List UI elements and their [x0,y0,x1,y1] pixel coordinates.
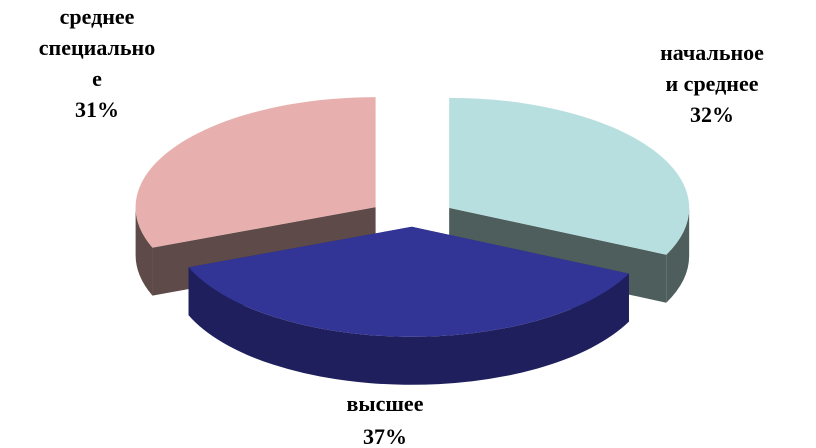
slice-nachalnoe-outer-wall-0 [666,207,690,303]
slice-name-line: специально [39,35,155,60]
slice-nachalnoe-label: начальное и среднее 32% [660,40,764,127]
slice-name-line: начальное [660,40,764,65]
slice-tops [135,97,690,337]
slice-name-line: высшее [347,391,424,416]
slice-labels: начальное и среднее 32% высшее 37% среднее спе… [39,4,764,448]
slice-value-label: 37% [363,424,407,448]
slice-vysshee-label: высшее 37% [347,391,424,448]
slice-srednee-spec-outer-wall-0 [135,207,153,296]
slice-value-label: 31% [75,97,119,122]
slice-name-line: среднее [60,4,135,29]
slice-vysshee-outer-wall-0 [188,267,629,385]
slice-name-line: е [92,66,102,91]
slice-value-label: 32% [690,102,734,127]
slice-name-line: и среднее [666,71,759,96]
slice-srednee-spec-label: среднее специально е 31% [39,4,155,122]
slice-vysshee-top [188,226,629,337]
slice-nachalnoe-top [449,97,690,255]
slice-srednee-spec-top [135,97,376,248]
